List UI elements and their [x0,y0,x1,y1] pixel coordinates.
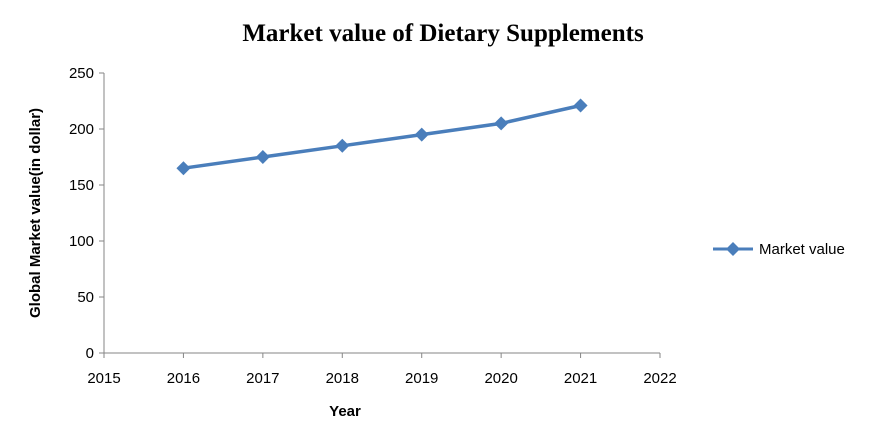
x-tick-label-2019: 2019 [405,370,438,387]
x-tick-label-2022: 2022 [643,370,676,387]
x-tick-label-2020: 2020 [484,370,517,387]
x-tick-label-2017: 2017 [246,370,279,387]
x-axis-title: Year [329,403,361,420]
series-line-0 [183,103,581,170]
data-point-2019 [414,127,429,142]
x-tick-label-2018: 2018 [326,370,359,387]
y-tick-label-250: 250 [69,65,94,82]
data-point-2020 [494,116,509,131]
y-axis-ticks: 0 50 100 150 200 250 [69,65,104,362]
x-tick-label-2015: 2015 [87,370,120,387]
data-point-2017 [255,150,270,164]
y-tick-label-200: 200 [69,121,94,138]
y-tick-label-0: 0 [86,345,94,362]
legend-marker-market-value [726,242,740,256]
x-tick-label-2021: 2021 [564,370,597,387]
chart-title: Market value of Dietary Supplements [242,20,644,47]
data-point-2021 [573,98,588,113]
y-tick-label-50: 50 [77,289,94,306]
series-layer [176,98,588,176]
y-tick-label-100: 100 [69,233,94,250]
plot-area: 0 50 100 150 200 250 2015 2016 2017 2018 2019 2020… [69,65,677,387]
data-point-2016 [176,161,191,176]
x-axis-ticks: 2015 2016 2017 2018 2019 2020 2021 2022 [87,353,677,387]
y-tick-label-150: 150 [69,177,94,194]
legend: Market value [713,241,845,258]
x-tick-label-2016: 2016 [167,370,200,387]
legend-label-market-value: Market value [759,241,845,258]
data-point-2018 [335,138,350,153]
y-axis-title: Global Market value(in dollar) [27,108,44,318]
